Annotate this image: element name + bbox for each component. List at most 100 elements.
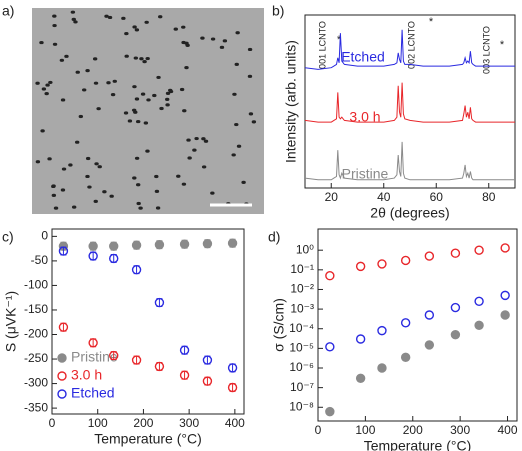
y-tick-label: 10⁻³ — [290, 301, 314, 315]
y-tick-label: -50 — [31, 253, 49, 267]
marker — [109, 241, 119, 251]
pit — [142, 60, 147, 64]
pit — [248, 112, 254, 116]
marker — [179, 345, 190, 355]
pit — [85, 69, 90, 73]
y-tick-label: 10⁻⁷ — [290, 380, 314, 394]
x-tick-label: 0 — [315, 423, 322, 437]
spectrum — [304, 29, 515, 70]
pit — [154, 174, 159, 179]
marker — [227, 363, 238, 373]
marker — [500, 290, 510, 301]
pit — [110, 92, 116, 97]
y-tick-label: -300 — [24, 376, 48, 390]
pit — [194, 136, 199, 141]
marker — [131, 355, 142, 365]
marker — [355, 334, 366, 344]
pit — [121, 16, 126, 20]
y-tick-label: 10⁻⁶ — [289, 360, 314, 374]
pit — [71, 205, 77, 209]
marker — [202, 355, 213, 365]
pit — [96, 107, 101, 111]
marker — [474, 320, 484, 330]
marker — [58, 246, 69, 256]
pit — [112, 79, 117, 83]
pit — [107, 15, 113, 20]
pit — [139, 57, 144, 61]
pit — [134, 97, 140, 101]
pit — [75, 70, 80, 74]
pit — [168, 88, 173, 92]
pit — [124, 54, 129, 58]
pit — [145, 56, 150, 61]
pit — [97, 165, 102, 169]
pit — [156, 75, 161, 80]
pit — [219, 45, 225, 49]
pit — [48, 80, 53, 85]
y-tick-label: -350 — [24, 400, 48, 414]
pit — [159, 106, 164, 111]
pit — [201, 137, 206, 141]
pit — [132, 25, 137, 29]
pit — [181, 182, 187, 186]
pit — [173, 27, 178, 31]
pit — [203, 139, 209, 143]
series-label: 3.0 h — [349, 109, 380, 125]
pit — [70, 10, 76, 14]
sem-image — [32, 8, 264, 214]
x-axis-label: 2θ (degrees) — [370, 205, 449, 221]
panel-label: b) — [272, 3, 284, 19]
y-axis-label: σ (S/cm) — [271, 298, 287, 352]
marker — [109, 350, 119, 361]
pit — [165, 97, 170, 101]
marker — [500, 243, 510, 253]
marker — [424, 251, 435, 261]
marker — [355, 373, 366, 383]
y-tick-label: 10⁻⁵ — [289, 341, 314, 355]
marker — [88, 251, 98, 261]
plot-frame — [317, 228, 518, 422]
pit — [136, 201, 141, 206]
marker — [450, 329, 461, 340]
sem-pits — [35, 10, 257, 210]
pit — [247, 47, 253, 52]
pit — [247, 74, 253, 78]
pit — [93, 81, 99, 85]
pit — [35, 81, 40, 85]
y-tick-label: 10⁰ — [296, 242, 314, 256]
pit — [185, 43, 190, 47]
pit — [182, 109, 187, 113]
pit — [64, 54, 69, 58]
pit — [52, 14, 57, 18]
pit — [45, 83, 50, 87]
marker — [377, 363, 387, 373]
pit — [40, 129, 45, 133]
pit — [210, 191, 215, 195]
pit — [241, 180, 246, 184]
legend-label: Etched — [71, 385, 115, 401]
marker — [400, 318, 411, 328]
pit — [165, 103, 170, 107]
marker — [202, 376, 213, 386]
annotation: * — [429, 16, 434, 28]
x-tick-label: 80 — [482, 190, 496, 204]
pit — [124, 31, 129, 36]
pit — [222, 39, 228, 43]
pit — [232, 92, 237, 96]
y-tick-label: -250 — [24, 351, 48, 365]
panel-label: c) — [2, 229, 14, 245]
pit — [85, 174, 90, 179]
pit — [210, 37, 216, 41]
x-tick-label: 20 — [325, 190, 339, 204]
marker — [424, 310, 435, 320]
pit — [236, 144, 242, 148]
marker — [325, 342, 335, 352]
pit — [123, 111, 129, 115]
marker — [154, 297, 165, 308]
x-tick-label: 200 — [133, 416, 153, 430]
pit — [134, 156, 140, 160]
pit — [87, 185, 92, 189]
marker — [88, 338, 98, 348]
marker — [58, 322, 69, 332]
